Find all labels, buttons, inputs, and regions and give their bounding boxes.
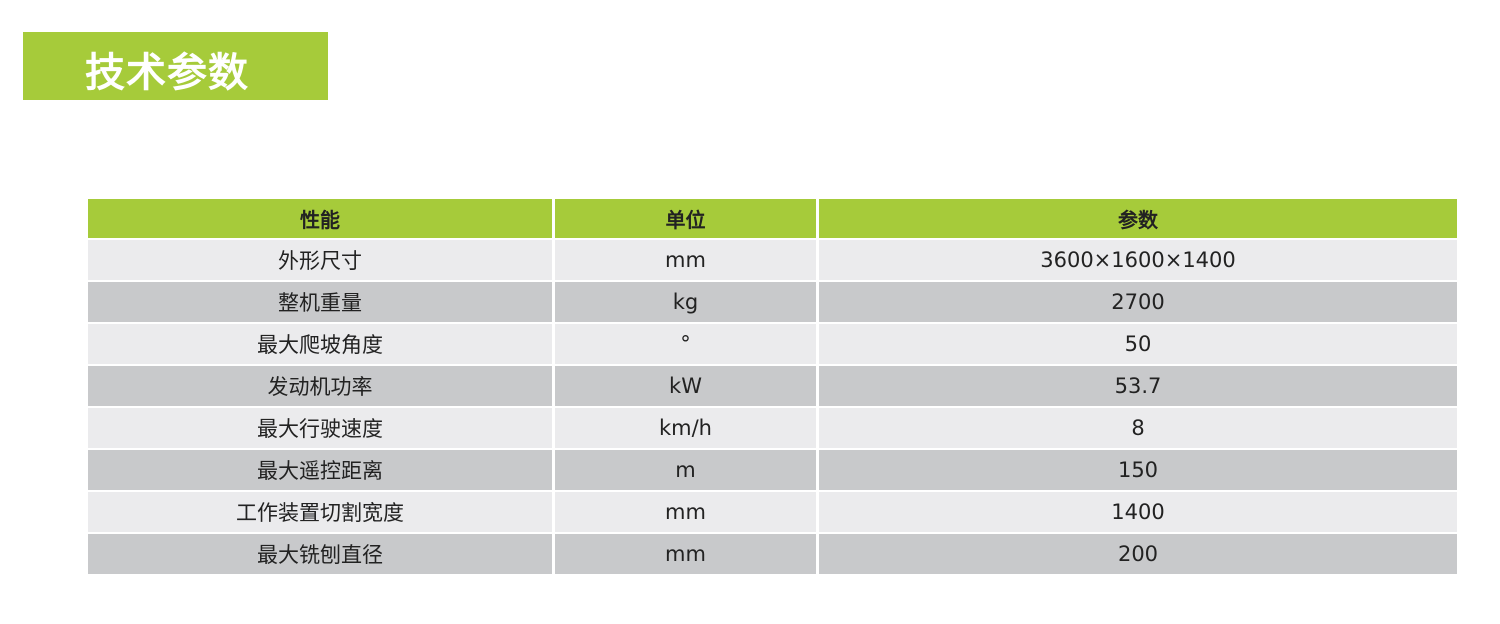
- cell-unit: km/h: [555, 408, 816, 448]
- table-row: 最大铣刨直径 mm 200: [88, 534, 1457, 574]
- cell-value: 50: [819, 324, 1457, 364]
- cell-property: 最大遥控距离: [88, 450, 552, 490]
- cell-value: 3600×1600×1400: [819, 240, 1457, 280]
- cell-property: 整机重量: [88, 282, 552, 322]
- table-row: 整机重量 kg 2700: [88, 282, 1457, 322]
- cell-property: 外形尺寸: [88, 240, 552, 280]
- table-row: 最大爬坡角度 ° 50: [88, 324, 1457, 364]
- header-performance: 性能: [88, 199, 552, 238]
- page-title: 技术参数: [85, 50, 249, 96]
- cell-value: 8: [819, 408, 1457, 448]
- cell-property: 最大铣刨直径: [88, 534, 552, 574]
- cell-property: 发动机功率: [88, 366, 552, 406]
- header-value: 参数: [819, 199, 1457, 238]
- table-header-row: 性能 单位 参数: [88, 199, 1457, 238]
- cell-property: 最大行驶速度: [88, 408, 552, 448]
- cell-unit: mm: [555, 492, 816, 532]
- table-row: 工作装置切割宽度 mm 1400: [88, 492, 1457, 532]
- spec-table: 性能 单位 参数 外形尺寸 mm 3600×1600×1400 整机重量 kg 2700 最…: [85, 197, 1460, 576]
- table-row: 发动机功率 kW 53.7: [88, 366, 1457, 406]
- cell-value: 53.7: [819, 366, 1457, 406]
- cell-value: 200: [819, 534, 1457, 574]
- cell-unit: kg: [555, 282, 816, 322]
- cell-unit: kW: [555, 366, 816, 406]
- table-row: 最大遥控距离 m 150: [88, 450, 1457, 490]
- cell-property: 最大爬坡角度: [88, 324, 552, 364]
- cell-property: 工作装置切割宽度: [88, 492, 552, 532]
- cell-value: 150: [819, 450, 1457, 490]
- cell-unit: °: [555, 324, 816, 364]
- cell-unit: m: [555, 450, 816, 490]
- cell-unit: mm: [555, 534, 816, 574]
- table-row: 最大行驶速度 km/h 8: [88, 408, 1457, 448]
- header-unit: 单位: [555, 199, 816, 238]
- table-row: 外形尺寸 mm 3600×1600×1400: [88, 240, 1457, 280]
- title-banner: 技术参数: [23, 32, 328, 100]
- cell-value: 1400: [819, 492, 1457, 532]
- cell-unit: mm: [555, 240, 816, 280]
- cell-value: 2700: [819, 282, 1457, 322]
